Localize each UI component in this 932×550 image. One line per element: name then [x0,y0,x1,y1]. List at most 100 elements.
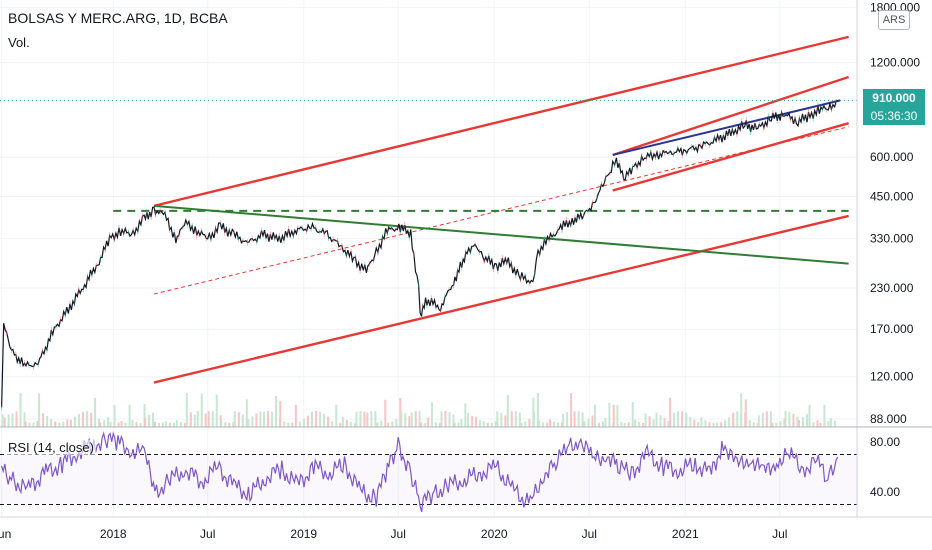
volume-bar [23,412,26,427]
volume-bar [283,421,286,427]
volume-bar [812,422,815,427]
volume-bar [263,411,266,427]
volume-bar [255,413,258,427]
volume-bar [331,421,334,427]
volume-bar [453,422,456,427]
volume-bar [404,413,407,427]
volume-bar [349,422,352,427]
rsi-label: RSI (14, close) [6,440,96,455]
volume-bar [514,411,517,427]
price-tick-label: 120.000 [870,370,914,384]
volume-bar [631,402,634,427]
volume-bar [153,422,156,427]
time-tick-label: Jul [772,527,787,541]
volume-bar [693,419,696,427]
volume-bar [7,414,10,427]
volume-bar [593,404,596,427]
currency-button[interactable]: ARS [878,10,910,30]
volume-bar [124,422,127,427]
volume-bar [659,415,662,427]
volume-bar [798,420,801,427]
volume-bar [669,397,672,427]
volume-bar [748,420,751,427]
volume-bar [689,416,692,427]
volume-bar [424,422,427,427]
volume-bar [644,413,647,427]
volume-bar [434,422,437,427]
volume-bar [478,420,481,427]
volume-bar [323,413,326,427]
volume-bar [823,404,826,427]
volume-bar [1,414,4,427]
volume-bar [728,417,731,427]
volume-bar [86,411,89,427]
volume-bar [577,411,580,427]
volume-bar [11,413,14,427]
volume-bar [757,415,760,427]
volume-bar [120,421,123,427]
volume-bar [496,411,499,427]
volume-bar [648,416,651,427]
current-price-badge: 910.000 [863,89,925,108]
volume-bar [620,421,623,427]
volume-bar [604,417,607,427]
volume-bar [634,419,637,427]
volume-bar [819,422,822,427]
volume-bar [510,411,513,427]
volume-bar [808,404,811,427]
volume-label: Vol. [8,35,30,50]
volume-bar [143,404,146,427]
volume-bar [504,415,507,427]
volume-bar [228,422,231,427]
volume-bar [724,420,727,427]
volume-bar [345,419,348,427]
volume-bar [518,412,521,427]
volume-bar [370,411,373,427]
volume-bar [667,420,670,427]
volume-bar [448,412,451,427]
volume-bar [420,422,423,427]
time-tick-label: 2019 [290,527,317,541]
volume-bar [311,411,314,427]
volume-bar [652,419,655,427]
volume-bar [207,411,210,427]
volume-bar [549,419,552,427]
volume-bar [783,418,786,427]
volume-bar [315,411,318,427]
volume-bar [189,412,192,427]
volume-bar [524,421,527,427]
volume-bar [148,414,151,427]
volume-bar [583,421,586,427]
volume-bar [204,413,207,427]
volume-bar [215,394,218,427]
volume-bar [175,420,178,427]
volume-bar [179,422,182,427]
volume-bar [327,418,330,427]
volume-bar [168,422,171,427]
volume-bar [716,422,719,427]
volume-bar [681,411,684,427]
volume-bar [128,404,131,427]
volume-bar [720,422,723,427]
volume-bar [298,421,301,427]
volume-bar [66,419,69,427]
volume-bar [157,422,160,427]
volume-bar [117,422,120,427]
green-trendline-line [153,204,849,265]
price-tick-label: 600.000 [870,150,914,164]
volume-bar [587,418,590,427]
price-series-line [1,99,839,408]
small-channel-lower-line [612,122,849,192]
volume-bar [291,422,294,427]
volume-bar [400,411,403,427]
volume-bar [90,412,93,427]
volume-bar [490,422,493,427]
volume-bar [464,403,467,427]
volume-bar [744,399,747,427]
volume-bar [712,422,715,427]
volume-bar [69,419,72,427]
volume-bar [247,419,250,427]
volume-bar [562,413,565,427]
volume-bar [740,393,743,427]
volume-bar [756,422,759,427]
